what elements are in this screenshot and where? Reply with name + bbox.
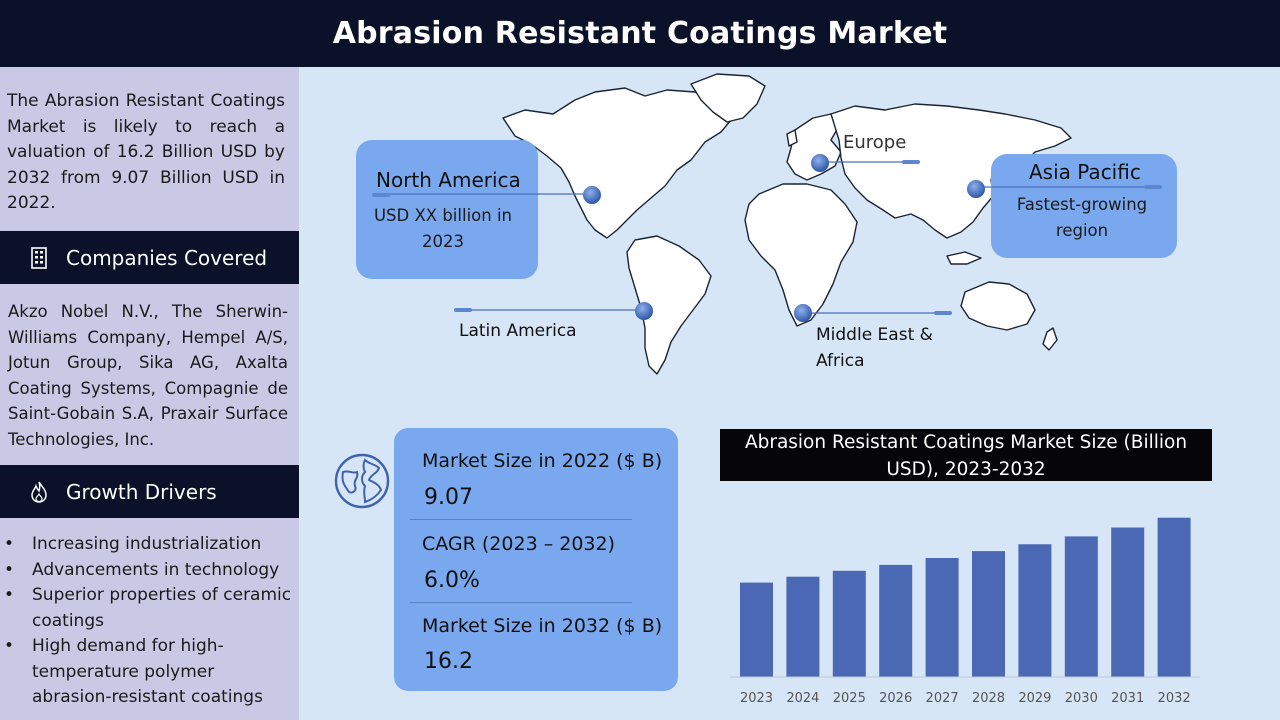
bar-2032 xyxy=(1157,517,1191,677)
latin-america-marker xyxy=(635,302,653,320)
map-australia xyxy=(960,281,1036,331)
bar-2027 xyxy=(925,558,959,677)
stat-label-cagr: CAGR (2023 – 2032) xyxy=(422,533,616,555)
europe-marker xyxy=(811,154,829,172)
asia-pacific-box xyxy=(991,154,1177,258)
bar-2023 xyxy=(740,582,773,677)
mea-label: Middle East & Africa xyxy=(816,325,933,371)
x-tick-label: 2024 xyxy=(786,691,819,706)
asia-pacific-connector-cap xyxy=(1144,185,1162,189)
bar-2026 xyxy=(879,564,913,677)
stat-label-2032: Market Size in 2032 ($ B) xyxy=(422,615,663,637)
x-tick-label: 2029 xyxy=(1018,691,1051,706)
north-america-title: North America xyxy=(376,168,521,192)
map-north-america xyxy=(502,87,732,239)
companies-header: Companies Covered xyxy=(0,231,299,284)
page-title: Abrasion Resistant Coatings Market xyxy=(332,16,948,51)
x-tick-label: 2025 xyxy=(833,691,866,706)
bar-2029 xyxy=(1018,544,1052,677)
stats-panel: Market Size in 2022 ($ B) 9.07 CAGR (202… xyxy=(394,428,678,691)
north-america-subtitle: USD XX billion in 2023 xyxy=(373,206,512,251)
sidebar: The Abrasion Resistant Coatings Market i… xyxy=(0,67,299,720)
driver-item: Increasing industrialization xyxy=(0,532,299,558)
mea-marker xyxy=(794,304,812,322)
x-tick-label: 2031 xyxy=(1111,691,1144,706)
driver-item: Superior properties of ceramic coatings xyxy=(0,583,299,634)
bar-2031 xyxy=(1111,527,1145,677)
x-tick-label: 2032 xyxy=(1158,691,1191,706)
building-icon xyxy=(29,246,49,269)
bar-2030 xyxy=(1064,536,1098,677)
asia-pacific-marker xyxy=(967,180,985,198)
driver-item: High demand for high-temperature polymer… xyxy=(0,634,299,711)
map-south-america xyxy=(626,235,712,375)
companies-header-label: Companies Covered xyxy=(66,245,268,270)
latin-america-connector-cap xyxy=(454,308,472,312)
drivers-header-label: Growth Drivers xyxy=(66,479,217,504)
drivers-list: Increasing industrialization Advancement… xyxy=(0,532,299,711)
north-america-box xyxy=(356,140,538,279)
driver-item: Advancements in technology xyxy=(0,558,299,584)
companies-list: Akzo Nobel N.V., The Sherwin-Williams Co… xyxy=(8,302,288,449)
map-new-zealand xyxy=(1042,327,1058,351)
chart-title: Abrasion Resistant Coatings Market Size … xyxy=(720,429,1212,481)
flame-icon xyxy=(29,481,49,503)
stat-value-cagr: 6.0% xyxy=(424,568,480,593)
x-tick-label: 2027 xyxy=(926,691,959,706)
mea-connector-cap xyxy=(934,311,952,315)
x-tick-label: 2028 xyxy=(972,691,1005,706)
latin-america-label: Latin America xyxy=(459,321,577,341)
x-tick-label: 2030 xyxy=(1065,691,1098,706)
map-uk xyxy=(786,129,798,147)
europe-connector-cap xyxy=(902,160,920,164)
x-tick-label: 2026 xyxy=(879,691,912,706)
drivers-header: Growth Drivers xyxy=(0,465,299,518)
bar-2024 xyxy=(786,576,820,677)
stat-separator xyxy=(410,519,632,520)
stat-value-2032: 16.2 xyxy=(424,649,473,674)
north-america-connector-cap xyxy=(372,193,390,197)
x-tick-label: 2023 xyxy=(740,691,773,706)
asia-pacific-title: Asia Pacific xyxy=(1029,160,1141,184)
stat-separator xyxy=(410,602,632,603)
map-africa xyxy=(744,183,858,327)
north-america-marker xyxy=(583,186,601,204)
globe-icon xyxy=(334,453,390,509)
stat-value-2022: 9.07 xyxy=(424,485,473,510)
map-asia xyxy=(830,103,1072,239)
market-intro: The Abrasion Resistant Coatings Market i… xyxy=(7,91,285,213)
asia-pacific-subtitle: Fastest-growing region xyxy=(1016,195,1148,240)
market-size-bar-chart: 2023 2024 2025 2026 2027 2028 2029 2030 2031 2032 xyxy=(730,517,1200,706)
stat-label-2022: Market Size in 2022 ($ B) xyxy=(422,450,663,472)
title-bar: Abrasion Resistant Coatings Market xyxy=(0,0,1280,67)
bar-2025 xyxy=(832,570,866,677)
map-indonesia xyxy=(946,251,982,265)
europe-label: Europe xyxy=(843,132,907,153)
map-greenland xyxy=(690,73,766,123)
bar-2028 xyxy=(972,551,1005,677)
